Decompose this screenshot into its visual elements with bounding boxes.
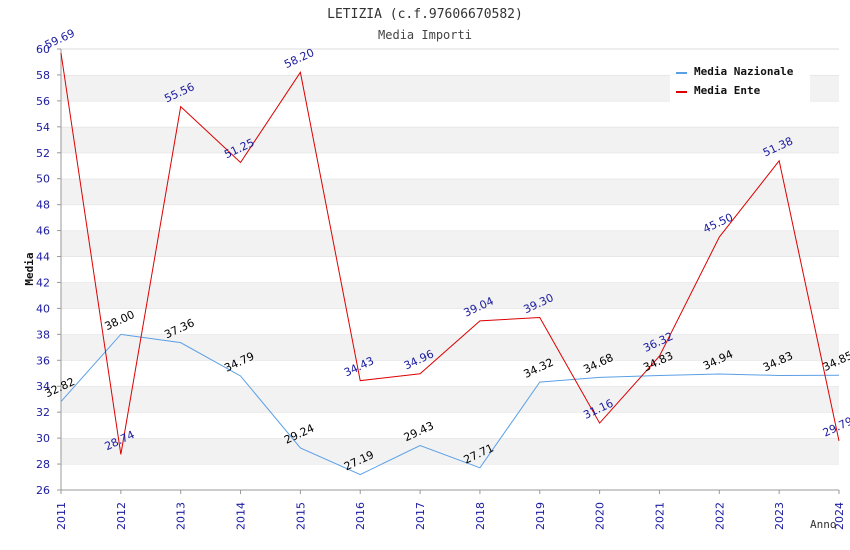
legend-box xyxy=(670,60,810,102)
grid-band xyxy=(61,412,839,439)
legend: Media Nazionale Media Ente xyxy=(670,60,810,102)
grid-band xyxy=(61,126,839,153)
grid-bands xyxy=(61,48,839,490)
y-tick-label: 58 xyxy=(36,69,50,82)
grid-band xyxy=(61,178,839,205)
y-tick-label: 32 xyxy=(36,406,50,419)
x-tick-label: 2022 xyxy=(713,502,726,530)
y-tick-label: 26 xyxy=(36,484,50,497)
series-lines xyxy=(60,52,840,476)
data-label: 59.69 xyxy=(43,27,77,52)
y-tick-label: 40 xyxy=(36,302,50,315)
x-tick-label: 2013 xyxy=(175,502,188,530)
x-tick-label: 2023 xyxy=(773,502,786,530)
x-tick-label: 2017 xyxy=(414,502,427,530)
series-line-media-ente xyxy=(60,52,840,455)
x-tick-label: 2011 xyxy=(55,502,68,530)
y-tick-label: 54 xyxy=(36,121,50,134)
grid-band xyxy=(61,204,839,231)
legend-label-media-nazionale: Media Nazionale xyxy=(694,65,794,78)
grid-band xyxy=(61,360,839,387)
x-tick-label: 2024 xyxy=(833,502,846,530)
x-tick-label: 2020 xyxy=(594,502,607,530)
x-axis-label: Anno xyxy=(810,518,837,531)
y-tick-label: 28 xyxy=(36,458,50,471)
grid-band xyxy=(61,464,839,490)
y-tick-label: 52 xyxy=(36,147,50,160)
grid-band xyxy=(61,386,839,413)
series-line-media-nazionale xyxy=(60,333,840,476)
y-tick-label: 48 xyxy=(36,199,50,212)
y-tick-label: 60 xyxy=(36,43,50,56)
x-tick-label: 2018 xyxy=(474,502,487,530)
grid-band xyxy=(61,230,839,257)
x-tick-label: 2014 xyxy=(235,502,248,530)
y-axis-label: Media xyxy=(23,252,36,285)
x-tick-label: 2019 xyxy=(534,502,547,530)
x-tick-labels: 2011 2012 2013 2014 2015 2016 2017 2018 2019 2020… xyxy=(55,490,846,530)
x-tick-label: 2012 xyxy=(115,502,128,530)
grid-band xyxy=(61,152,839,179)
grid-band xyxy=(61,438,839,465)
x-tick-label: 2015 xyxy=(294,502,307,530)
grid-band xyxy=(61,100,839,127)
chart-subtitle: Media Importi xyxy=(378,28,472,42)
legend-label-media-ente: Media Ente xyxy=(694,84,761,97)
y-tick-label: 34 xyxy=(36,380,50,393)
chart-title: LETIZIA (c.f.97606670582) xyxy=(327,7,523,22)
x-tick-label: 2021 xyxy=(653,502,666,530)
y-tick-label: 30 xyxy=(36,432,50,445)
grid-band xyxy=(61,256,839,283)
y-tick-label: 50 xyxy=(36,173,50,186)
grid-band xyxy=(61,308,839,335)
y-tick-label: 42 xyxy=(36,276,50,289)
y-tick-labels: 26 28 30 32 34 36 38 40 42 44 46 48 50 52 54 56 58 60 xyxy=(36,43,61,497)
y-tick-label: 46 xyxy=(36,225,50,238)
y-tick-label: 44 xyxy=(36,251,50,264)
y-tick-label: 36 xyxy=(36,354,50,367)
y-tick-label: 56 xyxy=(36,95,50,108)
y-tick-label: 38 xyxy=(36,328,50,341)
grid-band xyxy=(61,282,839,309)
axes xyxy=(60,49,839,491)
x-tick-label: 2016 xyxy=(354,502,367,530)
